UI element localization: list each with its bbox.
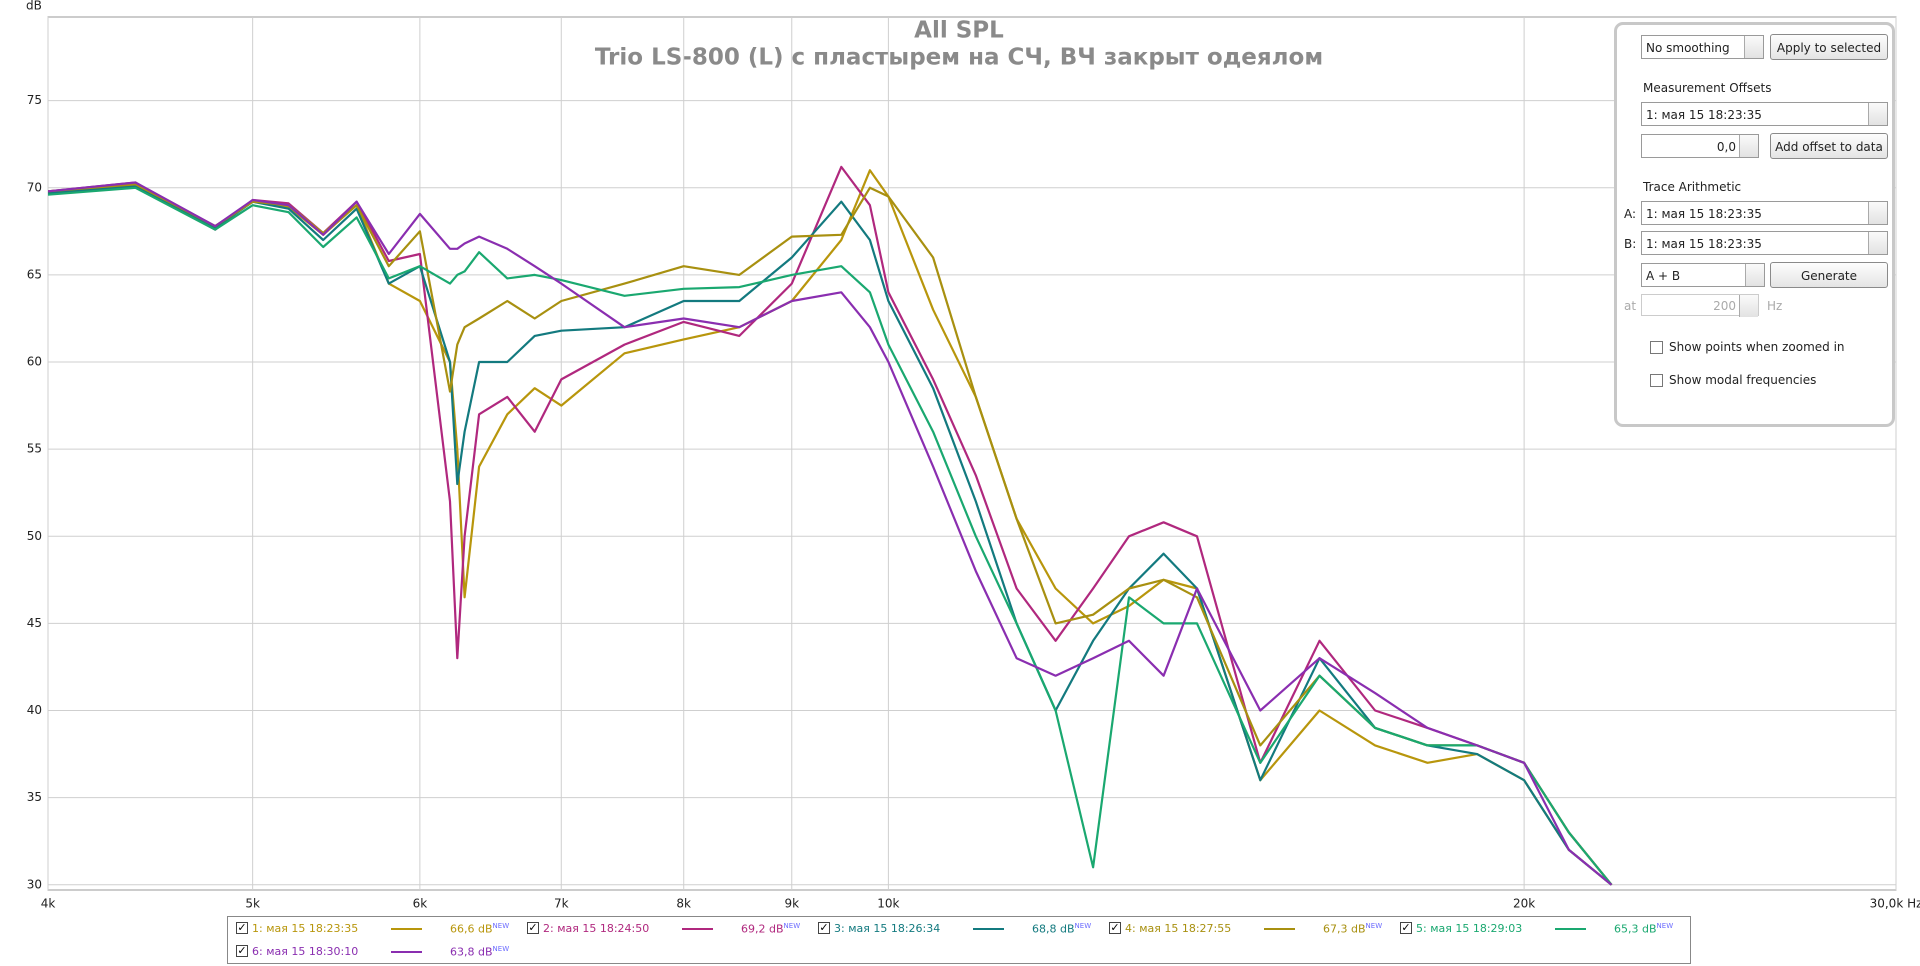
b-select[interactable]: 1: мая 15 18:23:35 — [1641, 231, 1888, 255]
legend-tag: NEW — [1074, 922, 1092, 930]
legend-label: 3: мая 15 18:26:34 — [834, 922, 941, 935]
y-axis-label: dB — [26, 0, 42, 13]
legend-swatch — [1555, 928, 1586, 930]
legend-label: 4: мая 15 18:27:55 — [1125, 922, 1232, 935]
legend-swatch — [391, 951, 422, 953]
legend-label: 6: мая 15 18:30:10 — [252, 945, 359, 958]
x-tick-label: 9k — [784, 897, 799, 911]
y-tick-label: 50 — [27, 529, 42, 543]
y-tick-label: 65 — [27, 267, 42, 281]
y-tick-label: 30 — [27, 877, 42, 891]
apply-button[interactable]: Apply to selected — [1770, 34, 1888, 60]
legend-checkbox[interactable]: ✓ — [236, 921, 248, 934]
legend-checkbox[interactable]: ✓ — [1109, 921, 1121, 934]
series-line — [48, 181, 1613, 886]
section-label: Measurement Offsets — [1643, 81, 1772, 95]
legend-value: 63,8 dBNEW — [450, 945, 510, 959]
checkbox[interactable] — [1650, 374, 1663, 387]
legend-checkbox[interactable]: ✓ — [527, 921, 539, 934]
offset-measurement-select[interactable]: 1: мая 15 18:23:35 — [1641, 102, 1888, 126]
at-input: 200 — [1641, 294, 1759, 317]
legend-checkbox[interactable]: ✓ — [236, 944, 248, 957]
legend-tag: NEW — [492, 922, 510, 930]
legend-value: 66,6 dBNEW — [450, 922, 510, 936]
x-tick-label: 6k — [413, 897, 428, 911]
control-panel: No smoothing Apply to selected Measureme… — [1614, 22, 1895, 427]
y-tick-label: 70 — [27, 180, 42, 194]
legend-swatch — [973, 928, 1004, 930]
series-line — [48, 183, 1613, 886]
chart: All SPL Trio LS-800 (L) с пластырем на С… — [26, 0, 1920, 911]
a-label: A: — [1624, 207, 1637, 221]
b-label: B: — [1624, 237, 1637, 251]
operation-select[interactable]: A + B — [1641, 263, 1765, 287]
x-tick-label: 10k — [877, 897, 899, 911]
section-label: Trace Arithmetic — [1643, 180, 1742, 194]
y-tick-label: 45 — [27, 616, 42, 630]
x-tick-label: 8k — [676, 897, 691, 911]
a-select[interactable]: 1: мая 15 18:23:35 — [1641, 201, 1888, 225]
legend-value: 67,3 dBNEW — [1323, 922, 1383, 936]
legend-value: 68,8 dBNEW — [1032, 922, 1092, 936]
at-unit: Hz — [1767, 299, 1783, 313]
legend-tag: NEW — [492, 945, 510, 953]
legend-checkbox[interactable]: ✓ — [818, 921, 830, 934]
y-tick-label: 35 — [27, 790, 42, 804]
legend-swatch — [682, 928, 713, 930]
chart-title: All SPL — [914, 18, 1004, 44]
legend-value: 69,2 dBNEW — [741, 922, 801, 936]
legend-tag: NEW — [1365, 922, 1383, 930]
legend: ✓ 1: мая 15 18:23:35 66,6 dBNEW ✓ 2: мая 15 … — [227, 916, 1691, 964]
legend-value: 65,3 dBNEW — [1614, 922, 1674, 936]
plot-area — [47, 16, 1897, 891]
y-tick-label: 60 — [27, 355, 42, 369]
series-line — [48, 186, 1613, 886]
legend-tag: NEW — [783, 922, 801, 930]
generate-button[interactable]: Generate — [1770, 262, 1888, 288]
y-tick-label: 55 — [27, 442, 42, 456]
chart-subtitle: Trio LS-800 (L) с пластырем на СЧ, ВЧ за… — [595, 45, 1323, 71]
legend-tag: NEW — [1656, 922, 1674, 930]
series-line — [48, 165, 1613, 886]
y-tick-label: 40 — [27, 703, 42, 717]
add-offset-button[interactable]: Add offset to data — [1770, 133, 1888, 159]
legend-swatch — [1264, 928, 1295, 930]
x-tick-label: 20k — [1513, 897, 1535, 911]
checkbox[interactable] — [1650, 341, 1663, 354]
legend-checkbox[interactable]: ✓ — [1400, 921, 1412, 934]
x-tick-label: 5k — [245, 897, 260, 911]
smoothing-select[interactable]: No smoothing — [1641, 35, 1764, 59]
checkbox-label: Show modal frequencies — [1669, 373, 1817, 387]
legend-swatch — [391, 928, 422, 930]
at-label: at — [1624, 299, 1637, 313]
x-tick-label: 7k — [554, 897, 569, 911]
series-group — [48, 165, 1613, 886]
x-tick-label: 30,0k Hz — [1870, 897, 1920, 911]
x-tick-label: 4k — [41, 897, 56, 911]
legend-label: 5: мая 15 18:29:03 — [1416, 922, 1523, 935]
checkbox-label: Show points when zoomed in — [1669, 340, 1845, 354]
legend-label: 1: мая 15 18:23:35 — [252, 922, 359, 935]
legend-label: 2: мая 15 18:24:50 — [543, 922, 650, 935]
offset-input[interactable]: 0,0 — [1641, 134, 1759, 158]
y-tick-label: 75 — [27, 93, 42, 107]
